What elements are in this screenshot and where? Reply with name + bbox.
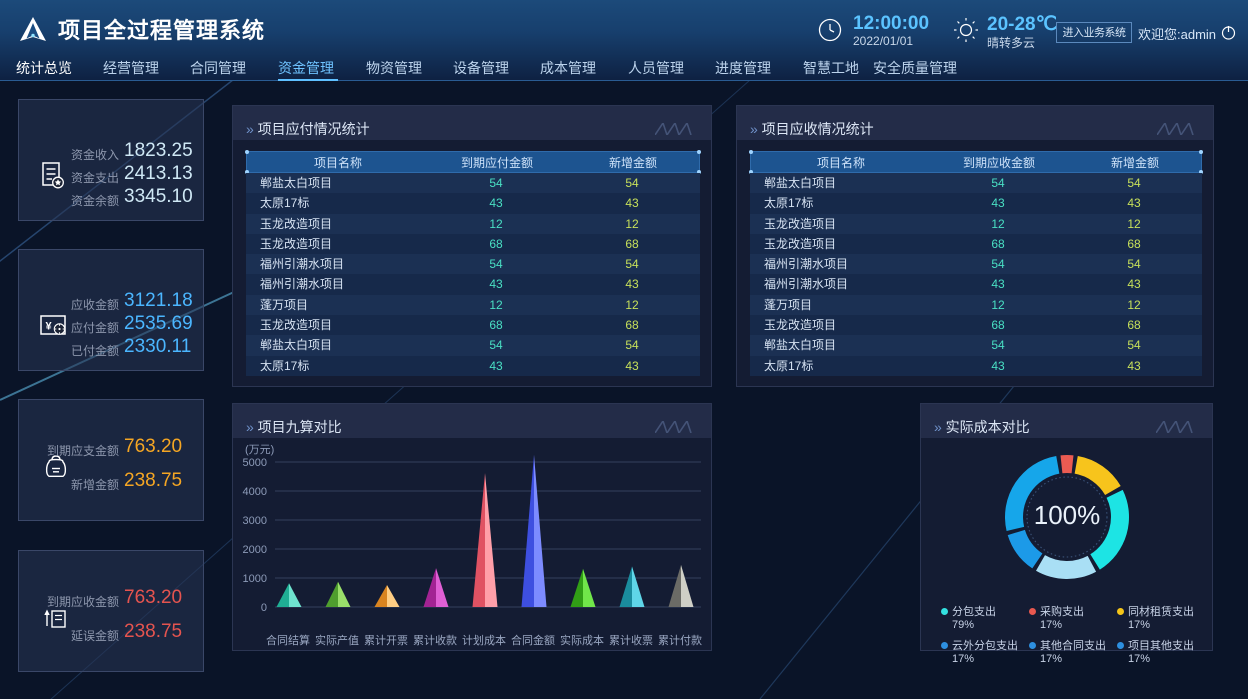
svg-text:100%: 100%: [1034, 500, 1101, 530]
svg-text:3000: 3000: [243, 515, 267, 527]
svg-text:(万元): (万元): [245, 444, 274, 456]
svg-text:2000: 2000: [243, 544, 267, 556]
svg-text:1000: 1000: [243, 573, 267, 585]
svg-text:5000: 5000: [243, 457, 267, 469]
svg-text:0: 0: [261, 602, 267, 614]
svg-text:4000: 4000: [243, 486, 267, 498]
